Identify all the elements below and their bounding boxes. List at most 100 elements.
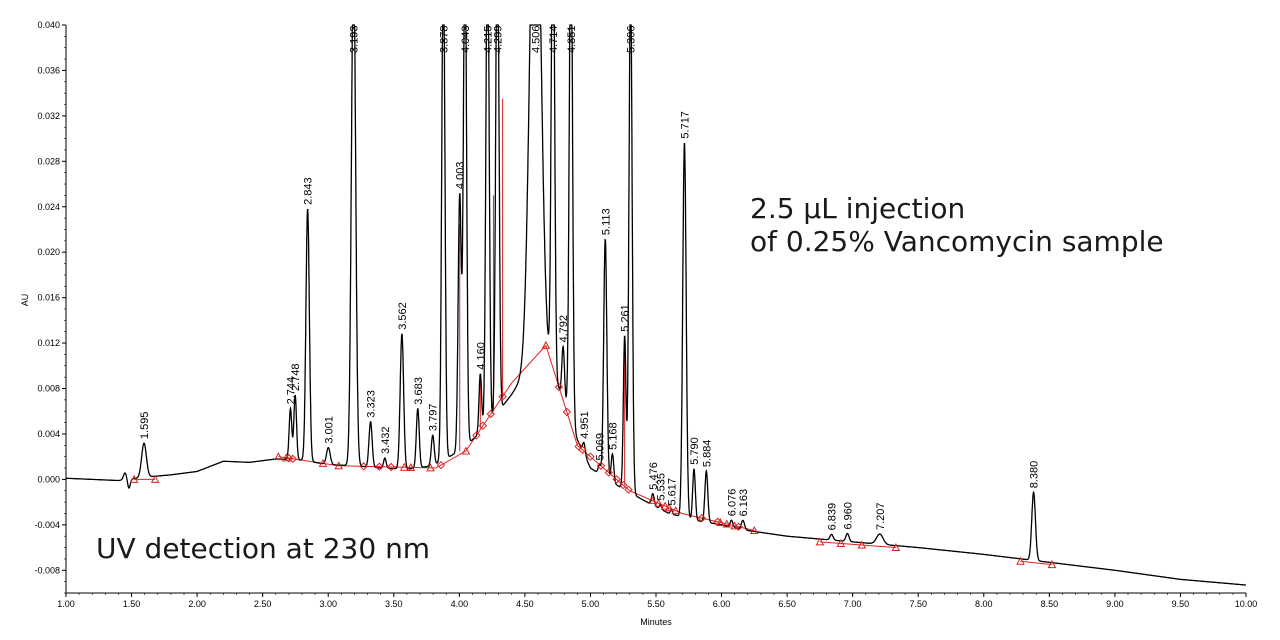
x-tick-label: 7.50 bbox=[909, 599, 927, 609]
triangle-marker bbox=[129, 474, 139, 483]
y-tick-label: 0.036 bbox=[37, 65, 60, 75]
peak-label: 4.951 bbox=[579, 411, 591, 439]
peak-label: 2.748 bbox=[290, 363, 302, 391]
peak-label: 3.562 bbox=[397, 302, 409, 330]
x-tick-label: 6.00 bbox=[713, 599, 731, 609]
x-tick-label: 1.50 bbox=[123, 599, 141, 609]
y-axis-ticks: -0.008 -0.004 0.000 0.004 0.008 0.012 0.016 0.0… bbox=[34, 20, 66, 594]
triangle-marker bbox=[749, 525, 759, 535]
peak-label: 5.535 bbox=[656, 473, 668, 501]
diamond-marker bbox=[713, 517, 722, 527]
integration-baselines bbox=[134, 98, 1053, 566]
peak-label: 6.163 bbox=[738, 489, 750, 517]
diamond-marker bbox=[612, 475, 621, 484]
triangle-marker bbox=[406, 462, 416, 471]
triangle-marker bbox=[1016, 556, 1025, 565]
peak-label: 6.960 bbox=[842, 502, 854, 530]
integration-baseline bbox=[819, 541, 896, 549]
peak-label: 4.003 bbox=[455, 162, 467, 190]
peak-label: 5.476 bbox=[648, 462, 660, 490]
x-tick-label: 8.00 bbox=[975, 599, 993, 609]
y-tick-label: 0.004 bbox=[37, 429, 60, 439]
peak-label: 3.323 bbox=[366, 390, 378, 418]
peak-label: 3.878 bbox=[438, 25, 450, 53]
peak-label: 2.843 bbox=[303, 177, 315, 205]
diamond-marker bbox=[596, 461, 606, 470]
axes bbox=[65, 25, 1246, 594]
x-tick-label: 7.00 bbox=[844, 599, 862, 609]
peak-label: 7.207 bbox=[875, 502, 887, 530]
triangle-marker bbox=[671, 506, 681, 515]
diamond-marker bbox=[734, 522, 743, 532]
x-tick-label: 3.50 bbox=[385, 599, 403, 609]
y-tick-label: 0.040 bbox=[37, 20, 60, 30]
diamond-marker bbox=[472, 431, 481, 440]
diamond-marker bbox=[386, 462, 396, 472]
peak-label: 4.792 bbox=[558, 315, 570, 343]
diamond-marker bbox=[562, 407, 572, 417]
peak-label: 4.215 bbox=[483, 25, 495, 53]
y-axis-title: AU bbox=[20, 294, 30, 307]
peak-label: 4.714 bbox=[548, 25, 560, 53]
peak-label: 4.299 bbox=[492, 25, 504, 53]
triangle-marker bbox=[541, 340, 551, 349]
triangle-marker bbox=[715, 517, 725, 526]
triangle-marker bbox=[857, 540, 867, 549]
y-tick-label: -0.008 bbox=[34, 565, 60, 575]
diamond-marker bbox=[586, 452, 595, 461]
diamond-marker bbox=[697, 513, 707, 523]
y-tick-label: 0.028 bbox=[37, 156, 60, 166]
y-tick-label: 0.008 bbox=[37, 384, 60, 394]
integration-baseline bbox=[435, 450, 467, 469]
triangle-marker bbox=[647, 495, 657, 504]
integration-baseline bbox=[465, 382, 513, 452]
x-tick-label: 2.50 bbox=[254, 599, 272, 609]
y-tick-label: 0.020 bbox=[37, 247, 60, 257]
x-tick-label: 9.50 bbox=[1172, 599, 1190, 609]
triangle-marker bbox=[1047, 560, 1057, 569]
integration-baseline bbox=[545, 345, 578, 446]
diamond-marker bbox=[375, 462, 384, 471]
peak-label: 3.432 bbox=[380, 426, 392, 454]
diamond-marker bbox=[478, 421, 488, 430]
triangle-marker bbox=[660, 501, 670, 510]
peak-label: 3.797 bbox=[428, 404, 440, 432]
peak-label: 5.168 bbox=[608, 422, 620, 450]
y-tick-label: 0.000 bbox=[37, 474, 60, 484]
x-tick-label: 2.00 bbox=[188, 599, 206, 609]
triangle-marker bbox=[815, 537, 825, 546]
annotation-detection: UV detection at 230 nm bbox=[96, 532, 430, 565]
peak-label: 5.617 bbox=[666, 478, 678, 506]
diamond-marker bbox=[604, 468, 614, 477]
integration-baseline bbox=[629, 490, 683, 514]
integration-baseline bbox=[511, 345, 547, 384]
diamond-marker bbox=[498, 392, 507, 401]
peak-label: 5.069 bbox=[595, 433, 607, 461]
x-tick-label: 4.00 bbox=[451, 599, 469, 609]
peak-label: 2.744 bbox=[286, 377, 298, 405]
peak-label: 6.076 bbox=[727, 489, 739, 517]
triangle-marker bbox=[334, 461, 344, 470]
triangle-marker bbox=[836, 538, 846, 547]
triangle-marker bbox=[664, 503, 674, 512]
peak-label: 5.261 bbox=[620, 304, 632, 332]
y-tick-label: 0.032 bbox=[37, 111, 60, 121]
y-tick-label: 0.016 bbox=[37, 293, 60, 303]
peak-label: 1.595 bbox=[139, 412, 151, 440]
diamond-marker bbox=[554, 382, 564, 392]
peak-label: 4.160 bbox=[475, 342, 487, 370]
diamond-marker bbox=[436, 460, 446, 470]
integration-baseline bbox=[1020, 560, 1053, 566]
x-tick-label: 5.00 bbox=[582, 599, 600, 609]
peak-label: 3.193 bbox=[349, 25, 361, 53]
triangle-marker bbox=[654, 498, 663, 507]
triangle-marker bbox=[150, 474, 160, 483]
annotation-injection-line1: 2.5 µL injection bbox=[750, 192, 965, 225]
diamond-marker bbox=[486, 409, 496, 419]
x-tick-label: 1.00 bbox=[57, 599, 75, 609]
triangle-marker bbox=[722, 519, 732, 528]
peak-label: 5.306 bbox=[626, 25, 638, 53]
y-tick-label: -0.004 bbox=[34, 520, 60, 530]
